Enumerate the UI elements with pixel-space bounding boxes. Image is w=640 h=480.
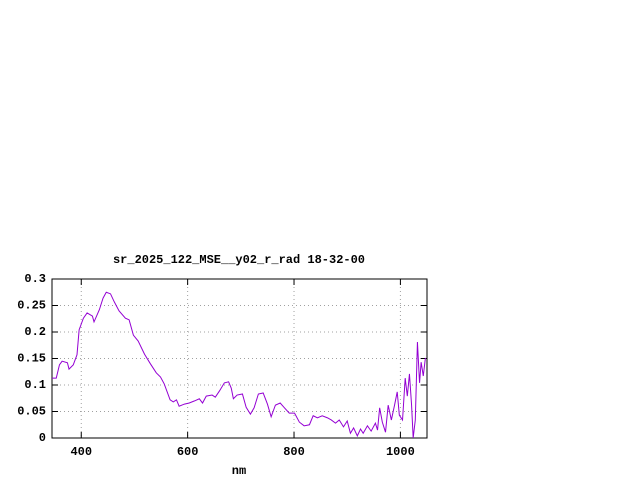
x-tick-label: 400	[70, 445, 92, 459]
plot-frame	[51, 278, 428, 439]
y-tick-label: 0.05	[17, 405, 46, 419]
x-axis-label: nm	[232, 464, 246, 478]
y-tick-label: 0.2	[24, 325, 46, 339]
chart-title: sr_2025_122_MSE__y02_r_rad 18-32-00	[113, 253, 365, 267]
y-tick-label: 0.25	[17, 299, 46, 313]
data-line	[52, 291, 426, 439]
y-tick-label: 0	[39, 431, 46, 445]
x-tick-label: 600	[177, 445, 199, 459]
y-tick-label: 0.15	[17, 352, 46, 366]
x-tick-label: 800	[283, 445, 305, 459]
x-tick-label: 1000	[386, 445, 415, 459]
y-tick-label: 0.3	[24, 272, 46, 286]
y-tick-label: 0.1	[24, 378, 46, 392]
